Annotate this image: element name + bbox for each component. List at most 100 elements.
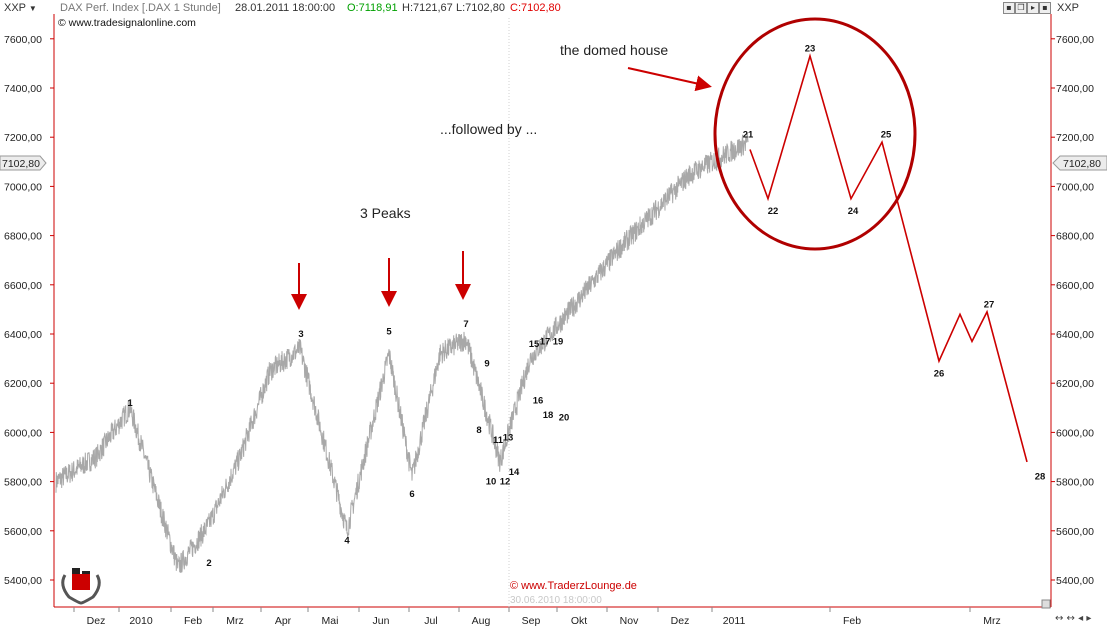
x-tick-label: Feb — [843, 615, 861, 627]
y-tick-label-left: 6600,00 — [4, 280, 42, 292]
wave-label: 24 — [848, 206, 859, 217]
wave-label: 11 — [493, 435, 504, 446]
three-peaks-annotation: 3 Peaks — [360, 205, 411, 221]
x-tick-label: Nov — [620, 615, 639, 627]
source-line: © www.tradesignalonline.com — [58, 17, 196, 29]
wave-label: 25 — [881, 130, 892, 141]
chevron-down-icon: ▼ — [28, 4, 37, 13]
x-tick-label: 2011 — [723, 615, 746, 627]
y-tick-label-left: 6400,00 — [4, 329, 42, 341]
last-price-right-label: 7102,80 — [1063, 158, 1101, 170]
x-tick-label: Dez — [671, 615, 690, 627]
wave-label: 15 — [529, 339, 540, 350]
projection-series — [749, 53, 1028, 463]
y-tick-label-left: 7200,00 — [4, 132, 42, 144]
y-tick-label-right: 7000,00 — [1056, 181, 1094, 193]
price-series — [55, 133, 749, 574]
x-tick-label: 2010 — [129, 615, 153, 627]
x-tick-label: Aug — [472, 615, 491, 627]
wave-label: 27 — [984, 299, 995, 310]
zoom-arrows-icon[interactable]: ↔ ↔ ◂ ▸ — [1055, 613, 1091, 624]
close-value: C:7102,80 — [510, 2, 561, 14]
low-value: L:7102,80 — [456, 2, 505, 14]
wave-label: 4 — [344, 536, 350, 547]
last-price-right: 7102,80 — [1052, 155, 1107, 171]
y-tick-label-left: 6000,00 — [4, 427, 42, 439]
wave-label: 16 — [533, 395, 544, 406]
wave-label: 9 — [484, 359, 489, 370]
wave-label: 20 — [559, 413, 570, 424]
symbol-dropdown[interactable]: XXP ▼ — [4, 0, 37, 17]
minimize-button[interactable]: ▪ — [1003, 2, 1015, 14]
high-value: H:7121,67 — [402, 2, 453, 14]
wave-label: 22 — [768, 206, 779, 217]
domed-house-arrow — [627, 67, 712, 92]
wave-label: 10 — [486, 477, 497, 488]
y-tick-label-right: 6600,00 — [1056, 280, 1094, 292]
wave-label: 3 — [298, 329, 303, 340]
x-tick-label: Okt — [571, 615, 587, 627]
wave-label: 13 — [503, 432, 514, 443]
y-tick-label-left: 5400,00 — [4, 575, 42, 587]
y-tick-label-right: 7200,00 — [1056, 132, 1094, 144]
traderzlounge-logo — [61, 568, 101, 605]
y-tick-label-left: 7400,00 — [4, 83, 42, 95]
wave-labels: 1234567891011121314151617181920212223242… — [127, 44, 1045, 569]
x-tick-label: Sep — [522, 615, 541, 627]
domed-house-circle — [713, 17, 917, 251]
y-tick-label-left: 6800,00 — [4, 231, 42, 243]
wave-label: 19 — [553, 336, 564, 347]
x-tick-label: Dez — [87, 615, 106, 627]
symbol-label: XXP — [4, 2, 26, 14]
last-price-left: 7102,80 — [0, 155, 47, 171]
wave-label: 23 — [805, 44, 816, 55]
restore-button[interactable]: ❐ — [1015, 2, 1027, 14]
x-axis-ticks: Dez 2010 Feb Mrz Apr Mai Jun Jul Aug Sep Okt Nov Dez… — [73, 607, 1001, 627]
followed-by-annotation: ...followed by ... — [440, 121, 537, 137]
x-tick-label: Mrz — [226, 615, 244, 627]
y-tick-label-right: 6400,00 — [1056, 329, 1094, 341]
chart-header: XXP ▼ DAX Perf. Index [.DAX 1 Stunde] 28… — [0, 0, 1107, 16]
y-tick-label-right: 5800,00 — [1056, 477, 1094, 489]
wave-label: 5 — [386, 327, 392, 338]
settings-button[interactable]: ▪ — [1039, 2, 1051, 14]
instrument-title: DAX Perf. Index [.DAX 1 Stunde] — [60, 2, 221, 14]
credit-watermark: © www.TraderzLounge.de — [510, 580, 637, 592]
forward-button[interactable]: ▸ — [1027, 2, 1039, 14]
last-price-left-label: 7102,80 — [2, 158, 40, 170]
wave-label: 26 — [934, 368, 945, 379]
x-tick-label: Apr — [275, 615, 292, 627]
y-tick-label-left: 7600,00 — [4, 34, 42, 46]
y-tick-label-right: 7400,00 — [1056, 83, 1094, 95]
y-tick-label-right: 5600,00 — [1056, 526, 1094, 538]
y-tick-label-right: 7600,00 — [1056, 34, 1094, 46]
domed-house-annotation: the domed house — [560, 42, 668, 58]
x-tick-label: Mrz — [983, 615, 1001, 627]
scroll-controls[interactable]: ↔ ↔ ◂ ▸ — [1041, 599, 1091, 624]
y-tick-label-left: 7000,00 — [4, 181, 42, 193]
wave-label: 28 — [1035, 472, 1046, 483]
x-tick-label: Jun — [373, 615, 390, 627]
wave-label: 12 — [500, 477, 511, 488]
y-tick-label-left: 5800,00 — [4, 477, 42, 489]
source-label: www.tradesignalonline.com — [68, 17, 196, 29]
y-tick-label-right: 6800,00 — [1056, 231, 1094, 243]
y-tick-label-right: 5400,00 — [1056, 575, 1094, 587]
y-axis-ticks: 5400,00 5400,00 5600,00 5600,00 5800,00 5800,… — [4, 34, 1094, 587]
wave-label: 21 — [743, 130, 754, 141]
price-line — [55, 133, 749, 574]
wave-label: 2 — [206, 558, 211, 569]
wave-label: 1 — [127, 398, 133, 409]
copyright-icon: © — [58, 17, 66, 29]
x-tick-label: Feb — [184, 615, 202, 627]
wave-label: 17 — [540, 336, 551, 347]
y-tick-label-right: 6000,00 — [1056, 427, 1094, 439]
y-tick-label-left: 5600,00 — [4, 526, 42, 538]
right-symbol-label: XXP — [1057, 2, 1080, 14]
wave-label: 6 — [409, 489, 414, 500]
x-tick-label: Jul — [424, 615, 437, 627]
bar-datetime: 28.01.2011 18:00:00 — [235, 2, 336, 14]
y-tick-label-left: 6200,00 — [4, 378, 42, 390]
projection-line — [749, 53, 1028, 463]
